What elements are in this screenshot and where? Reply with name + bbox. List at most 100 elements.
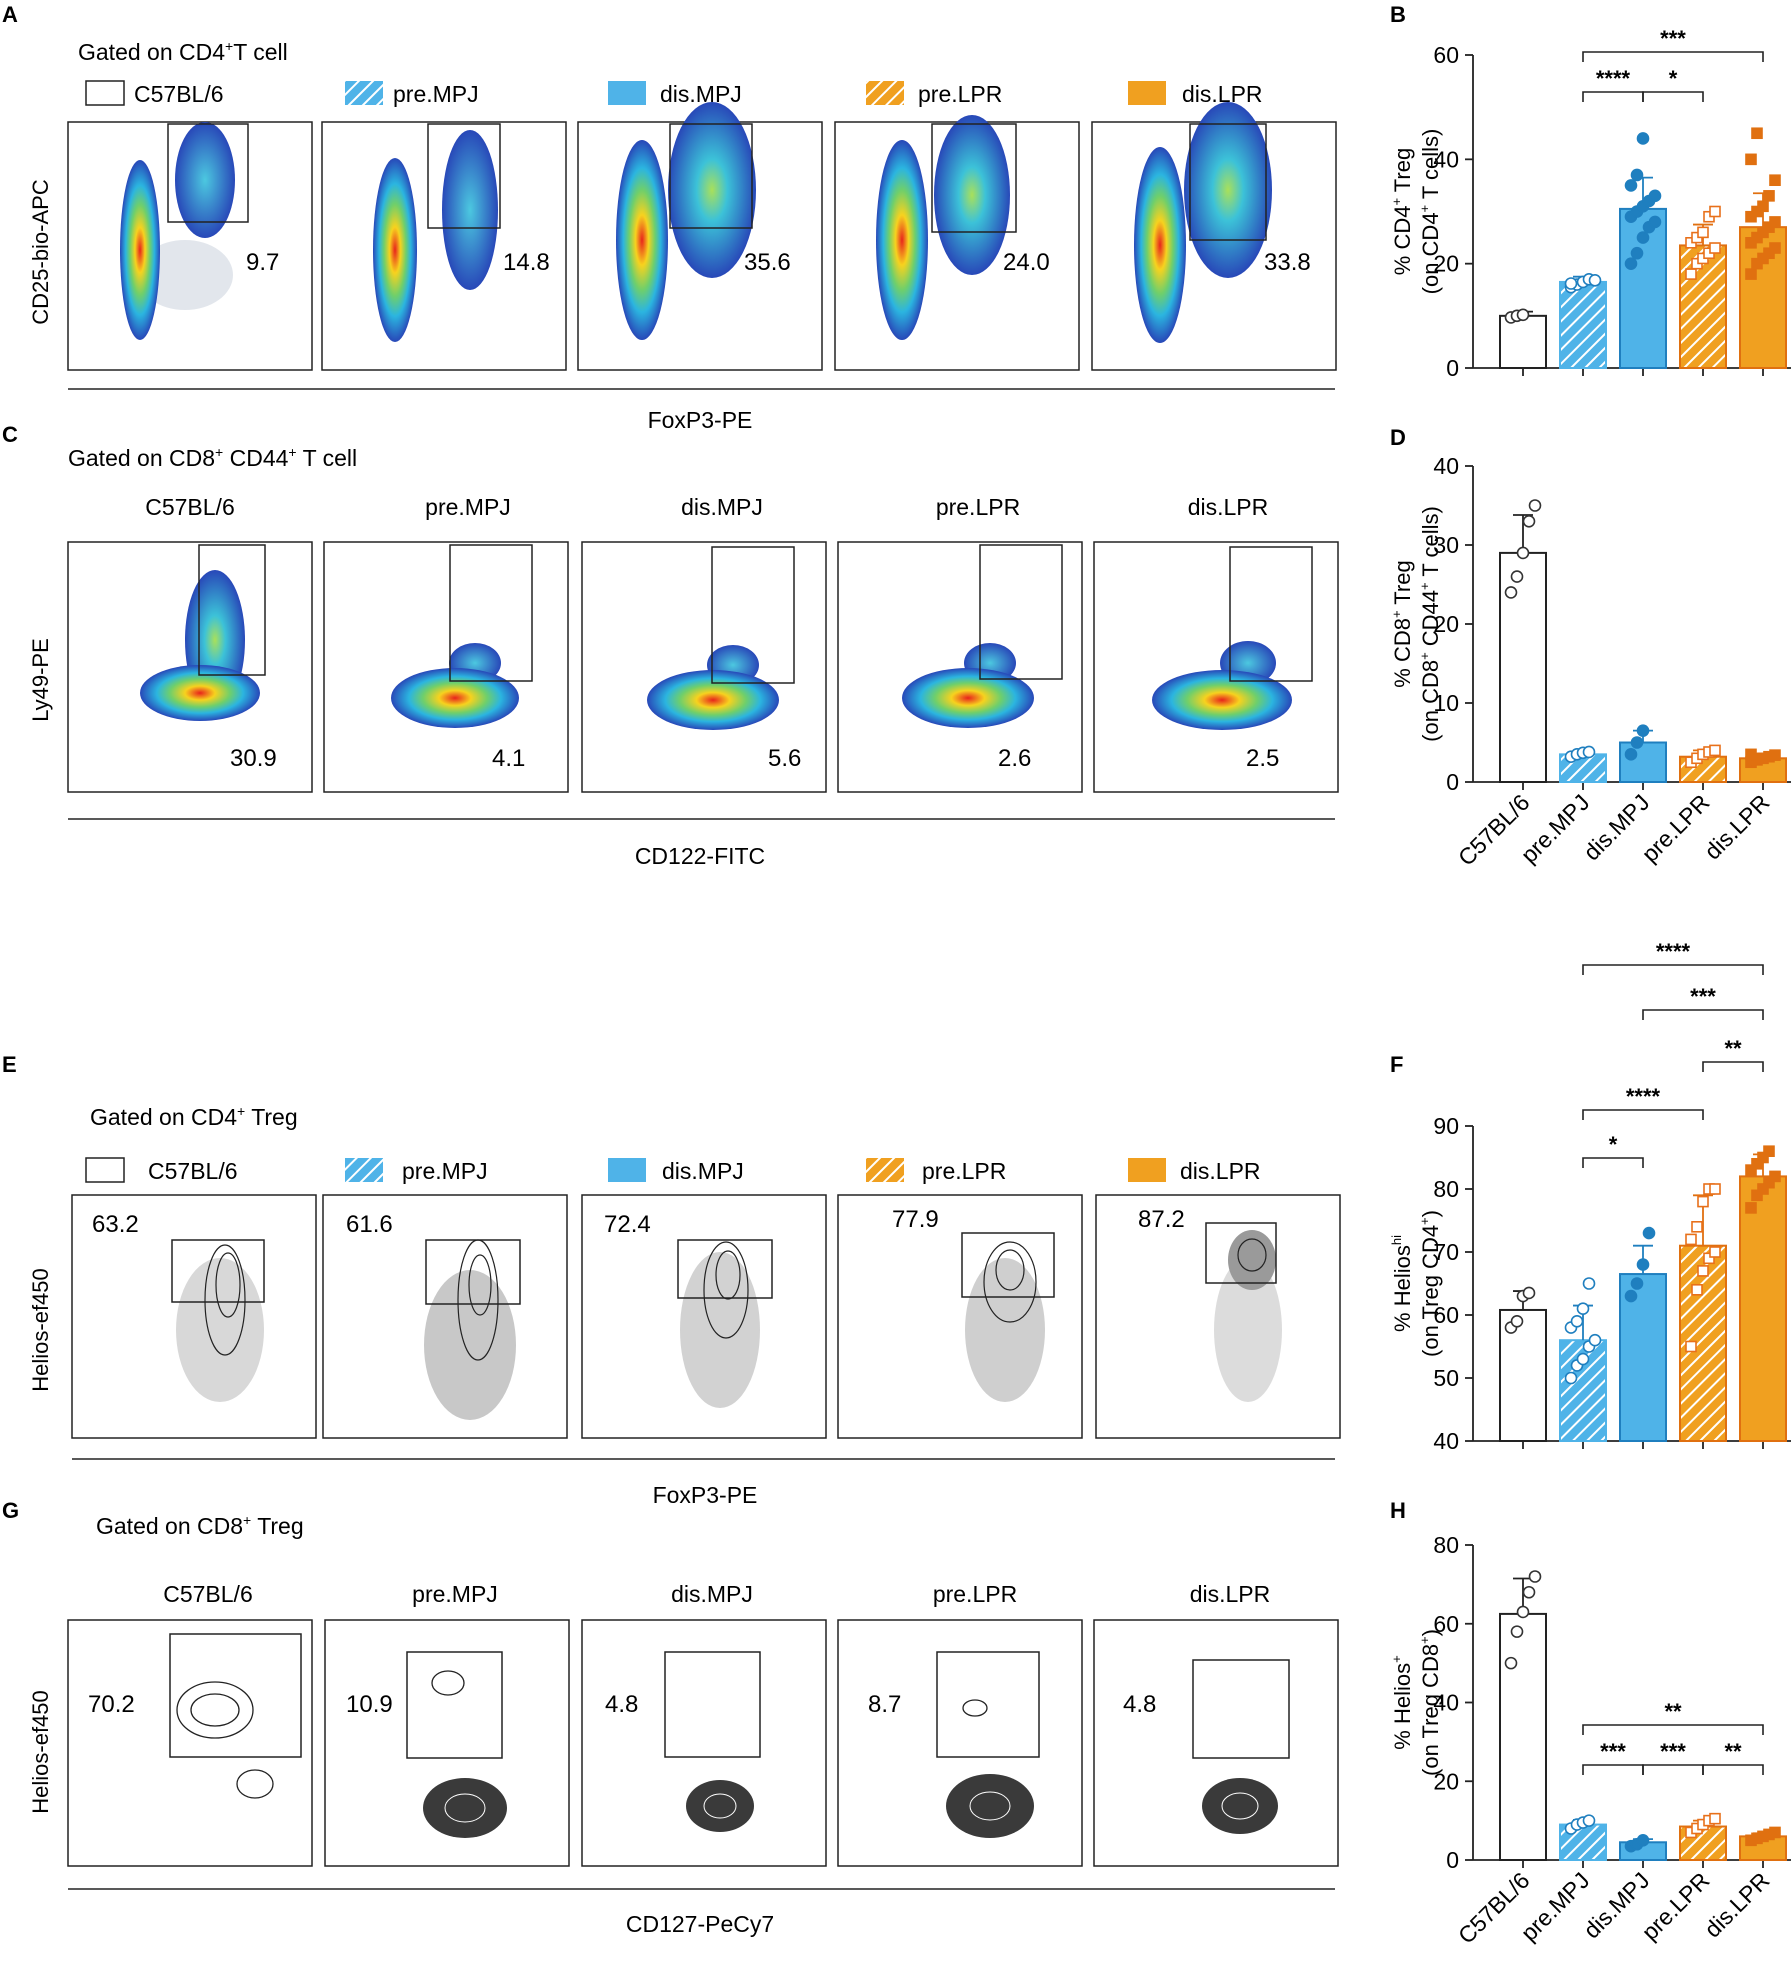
panel-letter-d: D — [1390, 425, 1406, 450]
gate-value-g-premjp: 10.9 — [346, 1691, 393, 1718]
flow-plot-g-dislpr: 4.8 — [1093, 1619, 1339, 1867]
point-h-0 — [1510, 1625, 1524, 1638]
panel-c-title-mid: CD44 — [223, 445, 288, 471]
point-b-4 — [1769, 174, 1781, 186]
sig-label-f-1: *** — [1690, 984, 1716, 1009]
sig-label-h-1: *** — [1600, 1739, 1626, 1764]
chart-d-x-tick-label: dis.LPR — [1699, 789, 1774, 864]
chart-b-ylabel-line1: % CD4+ Treg — [1389, 148, 1415, 275]
sig-bracket-f-0 — [1582, 964, 1764, 975]
gate-e-dismpj — [677, 1239, 773, 1299]
col-titles-g: C57BL/6 pre.MPJ dis.MPJ pre.LPR dis.LPR — [163, 1581, 1270, 1607]
gate-g-dismpj — [664, 1651, 761, 1758]
chart-d-y-tick-label: 10 — [1433, 690, 1459, 716]
chart-d-ylabel-line2-sup: + — [1417, 652, 1432, 660]
chart-d-x-tick-label: pre.LPR — [1636, 789, 1714, 867]
point-h-0 — [1522, 1585, 1536, 1599]
gate-value-c-dislpr: 2.5 — [1246, 745, 1279, 772]
point-b-4 — [1745, 268, 1757, 280]
gate-e-c57 — [171, 1239, 265, 1303]
point-b-2 — [1624, 257, 1638, 270]
chart-b-ylabel-line2-sup: + — [1417, 205, 1432, 213]
chart-h-ylabel-line2-text: (on Treg CD8 — [1418, 1644, 1443, 1776]
chart-f-ylabel-line1-text: % Helios — [1390, 1245, 1415, 1332]
flow-plot-a-premjp: 14.8 — [321, 121, 567, 371]
chart-f-y-tick-label: 80 — [1433, 1176, 1459, 1202]
row-a-xlabel: FoxP3-PE — [648, 407, 753, 433]
legend-a: C57BL/6 pre.MPJ dis.MPJ pre.LPR dis.LPR — [85, 80, 1263, 107]
legend-a-swatch-dismpj — [608, 81, 646, 105]
point-f-3 — [1697, 1265, 1709, 1277]
point-b-4 — [1769, 242, 1781, 254]
gate-value-a-dismpj: 35.6 — [744, 249, 791, 276]
bar-f-4 — [1739, 1175, 1787, 1443]
point-d-2 — [1624, 748, 1638, 761]
flow-row-c: Ly49-PE CD122-FITC 30.9 4.1 5.6 — [28, 541, 1339, 869]
gate-value-c-prelpr: 2.6 — [998, 745, 1031, 772]
flow-plot-c-prelpr: 2.6 — [837, 541, 1083, 793]
chart-h-x-tick-label: C57BL/6 — [1453, 1867, 1535, 1949]
sig-label-b-1: **** — [1596, 66, 1631, 91]
panel-g-title: Gated on CD8+ Treg — [96, 1512, 304, 1539]
chart-b-y-tick-label: 0 — [1446, 355, 1459, 381]
col-title-g-4: dis.LPR — [1190, 1581, 1271, 1607]
bar-b-1 — [1559, 280, 1607, 369]
gate-value-c-dismpj: 5.6 — [768, 745, 801, 772]
legend-a-swatch-prelpr — [866, 81, 904, 105]
point-f-4 — [1757, 1183, 1769, 1195]
chart-d-y-tick-label: 40 — [1433, 453, 1459, 479]
point-f-4 — [1757, 1151, 1769, 1164]
chart-f-y-tick-label: 50 — [1433, 1365, 1459, 1391]
sig-bracket-f-3 — [1582, 1109, 1704, 1120]
bar-f-2 — [1619, 1273, 1667, 1443]
legend-e-label-prelpr: pre.LPR — [922, 1158, 1006, 1184]
panel-a-title-sup: + — [225, 38, 233, 54]
gate-c-c57 — [198, 544, 266, 676]
point-b-3 — [1697, 226, 1709, 239]
bar-d-0 — [1499, 551, 1547, 784]
legend-a-label-dismpj: dis.MPJ — [660, 81, 742, 107]
chart-b-ylabel-line2-end: T cells) — [1418, 129, 1443, 205]
col-title-g-0: C57BL/6 — [163, 1581, 253, 1607]
chart-f-ylabel-line2-end: ) — [1418, 1210, 1443, 1217]
legend-e-swatch-prelpr — [866, 1158, 904, 1182]
legend-e: C57BL/6 pre.MPJ dis.MPJ pre.LPR dis.LPR — [85, 1157, 1261, 1184]
panel-e-header: E Gated on CD4+ Treg — [2, 1052, 298, 1130]
panel-g-title-prefix: Gated on CD8 — [96, 1513, 243, 1539]
point-f-4 — [1745, 1164, 1757, 1176]
gate-value-c-premjp: 4.1 — [492, 745, 525, 772]
sig-bracket-b-0 — [1582, 51, 1764, 62]
chart-f-ylabel-line1: % Helioshi — [1389, 1235, 1415, 1332]
panel-a-title-prefix: Gated on CD4 — [78, 39, 225, 65]
point-d-0 — [1510, 570, 1524, 583]
gate-c-premjp — [449, 544, 533, 682]
chart-f-y-tick-label: 60 — [1433, 1302, 1459, 1328]
gate-a-c57 — [167, 123, 249, 223]
row-g-xlabel: CD127-PeCy7 — [626, 1911, 774, 1937]
col-title-g-1: pre.MPJ — [412, 1581, 498, 1607]
point-h-0 — [1516, 1605, 1530, 1619]
col-titles-c: C57BL/6 pre.MPJ dis.MPJ pre.LPR dis.LPR — [145, 494, 1268, 520]
flow-plot-g-dismpj: 4.8 — [581, 1619, 827, 1867]
chart-f-y-tick-label: 70 — [1433, 1239, 1459, 1265]
chart-d-ylabel-line1-text: % CD8 — [1390, 618, 1415, 688]
point-f-1 — [1588, 1333, 1602, 1347]
row-g-ylabel: Helios-ef450 — [28, 1690, 53, 1814]
panel-c-title-sup2: + — [288, 444, 296, 460]
point-b-3 — [1709, 205, 1721, 218]
point-f-3 — [1685, 1340, 1697, 1353]
chart-d-x-tick-label: C57BL/6 — [1453, 789, 1535, 871]
point-d-0 — [1528, 499, 1542, 512]
chart-f-ylabel-line2-sup: + — [1417, 1217, 1432, 1225]
panel-letter-a: A — [2, 2, 18, 27]
chart-f-y-tick-label: 90 — [1433, 1113, 1459, 1139]
point-f-0 — [1522, 1286, 1536, 1300]
chart-b-y-tick-label: 20 — [1433, 251, 1459, 277]
point-b-2 — [1636, 132, 1650, 145]
gate-value-g-dismpj: 4.8 — [605, 1691, 638, 1718]
sig-label-f-2: ** — [1724, 1036, 1742, 1061]
panel-c-title-prefix: Gated on CD8 — [68, 445, 215, 471]
chart-d-ylabel-line1-end: Treg — [1390, 560, 1415, 610]
col-title-c-4: dis.LPR — [1188, 494, 1269, 520]
panel-letter-f: F — [1390, 1052, 1403, 1077]
